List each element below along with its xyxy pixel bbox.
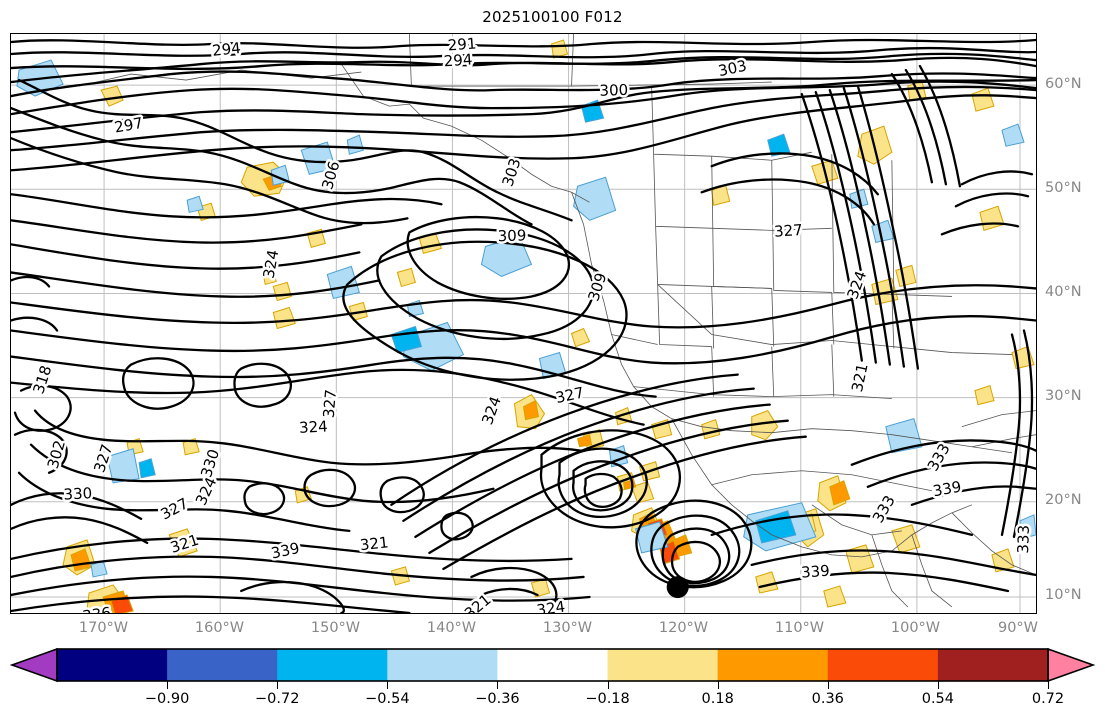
contour-label: 327 bbox=[774, 221, 804, 241]
colorbar-canvas bbox=[0, 645, 1105, 690]
chart-root: 2025100100 F012 bbox=[0, 0, 1105, 712]
contour-label: 324 bbox=[260, 248, 283, 279]
y-tick-label: 50°N bbox=[1045, 180, 1082, 196]
colorbar-tick bbox=[387, 681, 388, 689]
colorbar-segment bbox=[497, 649, 608, 681]
colorbar-tick-label: 0.72 bbox=[1032, 691, 1064, 707]
colorbar-tick bbox=[608, 681, 609, 689]
contour-label: 294 bbox=[443, 50, 473, 70]
contour-lines bbox=[11, 40, 1036, 613]
colorbar-tick-label: 0.36 bbox=[812, 691, 844, 707]
contour-label: 333 bbox=[1014, 525, 1033, 554]
y-tick-label: 10°N bbox=[1045, 587, 1082, 603]
colorbar-tick-label: −0.72 bbox=[255, 691, 299, 707]
contour-label: 309 bbox=[584, 271, 610, 304]
x-tick-label: 120°W bbox=[659, 620, 708, 636]
map-plot-area[interactable]: 2942942912912942942972973003003033033033… bbox=[10, 33, 1037, 614]
storm-marker-group bbox=[667, 576, 689, 598]
x-tick-label: 110°W bbox=[775, 620, 824, 636]
contour-label: 339 bbox=[800, 562, 830, 582]
colorbar-segment bbox=[608, 649, 719, 681]
colorbar-tick bbox=[277, 681, 278, 689]
colorbar-segment bbox=[938, 649, 1049, 681]
y-tick-label: 40°N bbox=[1045, 284, 1082, 300]
contour-label: 321 bbox=[359, 533, 389, 554]
colorbar-segment bbox=[718, 649, 829, 681]
colorbar-tick bbox=[167, 681, 168, 689]
contour-label: 294 bbox=[211, 39, 241, 60]
x-tick-label: 90°W bbox=[998, 620, 1038, 636]
contour-label: 302 bbox=[44, 438, 69, 471]
x-tick-label: 150°W bbox=[311, 620, 360, 636]
colorbar-under-extend bbox=[12, 649, 57, 681]
colorbar-tick bbox=[718, 681, 719, 689]
contour-label: 330 bbox=[197, 447, 223, 480]
colorbar-tick-label: 0.18 bbox=[702, 691, 734, 707]
contour-label: 327 bbox=[158, 494, 192, 523]
contour-label: 324 bbox=[299, 417, 329, 436]
colorbar-segment bbox=[828, 649, 939, 681]
contour-label: 297 bbox=[113, 114, 144, 137]
contour-label: 333 bbox=[869, 492, 899, 526]
colorbar-tick-label: 0.54 bbox=[922, 691, 954, 707]
y-tick-label: 60°N bbox=[1045, 76, 1082, 92]
colorbar-tick-label: −0.18 bbox=[585, 691, 629, 707]
contour-label: 309 bbox=[497, 226, 526, 245]
x-tick-label: 170°W bbox=[79, 620, 128, 636]
colorbar-segment bbox=[57, 649, 168, 681]
colorbar-segment bbox=[387, 649, 498, 681]
contour-label: 336 bbox=[81, 604, 112, 613]
colorbar[interactable]: −0.90 −0.72 −0.54 −0.36 −0.18 0.18 0.36 0.54 0.7… bbox=[0, 645, 1105, 712]
colorbar-tick bbox=[938, 681, 939, 689]
contour-label: 327 bbox=[554, 383, 586, 407]
colorbar-tick bbox=[828, 681, 829, 689]
contour-label: 318 bbox=[29, 363, 55, 396]
x-tick-label: 100°W bbox=[891, 620, 940, 636]
contour-label: 303 bbox=[499, 156, 525, 189]
contour-label: 324 bbox=[478, 394, 505, 427]
contour-label: 339 bbox=[931, 478, 962, 501]
colorbar-segment bbox=[277, 649, 388, 681]
colorbar-segments bbox=[12, 649, 1093, 681]
x-tick-label: 130°W bbox=[543, 620, 592, 636]
colorbar-tick-label: −0.54 bbox=[365, 691, 409, 707]
storm-center-marker bbox=[667, 576, 689, 598]
contour-label: 321 bbox=[461, 591, 495, 613]
x-tick-label: 160°W bbox=[195, 620, 244, 636]
colorbar-tick-label: −0.90 bbox=[145, 691, 189, 707]
y-tick-label: 20°N bbox=[1045, 492, 1082, 508]
colorbar-tick bbox=[1048, 681, 1049, 689]
chart-title: 2025100100 F012 bbox=[0, 8, 1105, 26]
contour-label: 300 bbox=[599, 81, 628, 100]
contour-label: 321 bbox=[848, 362, 872, 394]
colorbar-tick-label: −0.36 bbox=[475, 691, 519, 707]
contour-label: 330 bbox=[63, 484, 93, 503]
colorbar-segment bbox=[167, 649, 278, 681]
x-tick-label: 140°W bbox=[427, 620, 476, 636]
contour-label: 327 bbox=[320, 389, 340, 419]
y-tick-label: 30°N bbox=[1045, 388, 1082, 404]
map-canvas: 2942942912912942942972973003003033033033… bbox=[11, 34, 1036, 613]
geography-outlines bbox=[79, 34, 1036, 607]
colorbar-tick bbox=[497, 681, 498, 689]
colorbar-over-extend bbox=[1048, 649, 1093, 681]
